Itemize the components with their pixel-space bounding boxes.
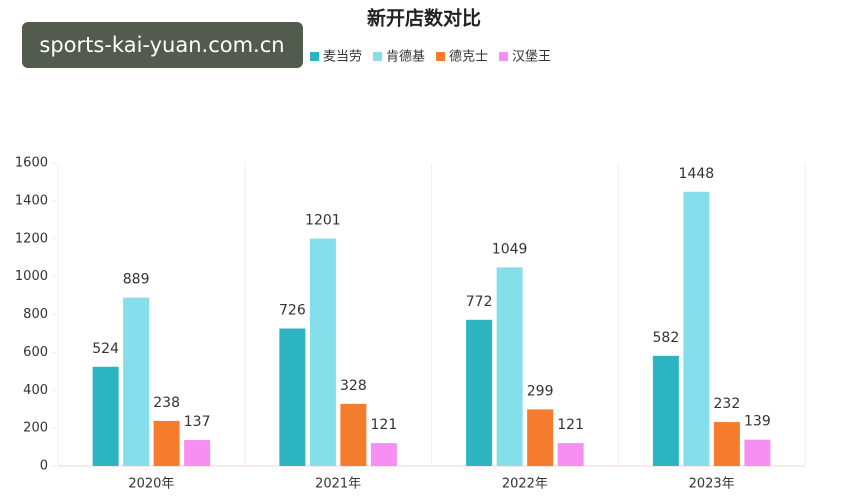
x-tick-label: 2020年: [128, 477, 174, 492]
y-tick-label: 800: [23, 307, 48, 322]
y-tick-label: 400: [23, 383, 48, 398]
value-label: 139: [744, 414, 771, 430]
bar: [713, 422, 740, 466]
watermark: sports-kai-yuan.com.cn: [39, 33, 284, 57]
value-label: 232: [714, 396, 741, 412]
value-label: 238: [153, 395, 180, 411]
x-tick-label: 2021年: [315, 477, 361, 492]
watermark-box: [22, 22, 303, 68]
value-label: 121: [557, 417, 584, 433]
value-label: 582: [653, 330, 680, 346]
legend-swatch: [499, 52, 509, 61]
x-tick-label: 2023年: [689, 477, 735, 492]
bar: [744, 439, 771, 466]
value-label: 772: [466, 294, 493, 310]
bar: [466, 319, 493, 466]
value-label: 299: [527, 383, 554, 399]
value-label: 1201: [305, 213, 341, 229]
bar: [153, 420, 180, 466]
legend-swatch: [436, 52, 446, 61]
y-tick-label: 1200: [15, 231, 48, 246]
bar: [123, 297, 150, 466]
legend-swatch: [373, 52, 383, 61]
value-label: 726: [279, 303, 306, 319]
bar: [370, 443, 397, 466]
legend-label: 肯德基: [386, 50, 425, 65]
legend-label: 麦当劳: [323, 49, 362, 65]
value-label: 1049: [492, 241, 528, 257]
bar: [527, 409, 554, 466]
value-label: 1448: [679, 166, 715, 182]
y-tick-label: 1600: [15, 156, 48, 171]
legend-swatch: [310, 52, 319, 61]
bar: [92, 366, 119, 466]
bar: [340, 403, 367, 466]
legend-label: 汉堡王: [512, 49, 551, 65]
value-label: 889: [123, 272, 150, 288]
value-label: 137: [184, 414, 211, 430]
y-tick-label: 1000: [15, 269, 48, 284]
value-label: 328: [340, 378, 367, 394]
bar: [683, 191, 710, 466]
bar: [496, 267, 523, 466]
value-label: 121: [371, 417, 398, 433]
bar: [184, 440, 211, 466]
legend-label: 德克士: [449, 50, 488, 65]
bar: [557, 443, 584, 466]
x-tick-label: 2022年: [502, 477, 548, 492]
value-label: 524: [92, 341, 119, 357]
y-tick-label: 600: [23, 345, 48, 360]
y-tick-label: 200: [23, 421, 48, 436]
bar: [652, 355, 679, 466]
bar: [279, 328, 306, 466]
bar: [309, 238, 336, 466]
y-tick-label: 1400: [15, 193, 48, 208]
chart-title: 新开店数对比: [367, 7, 481, 30]
y-tick-label: 0: [40, 459, 48, 474]
